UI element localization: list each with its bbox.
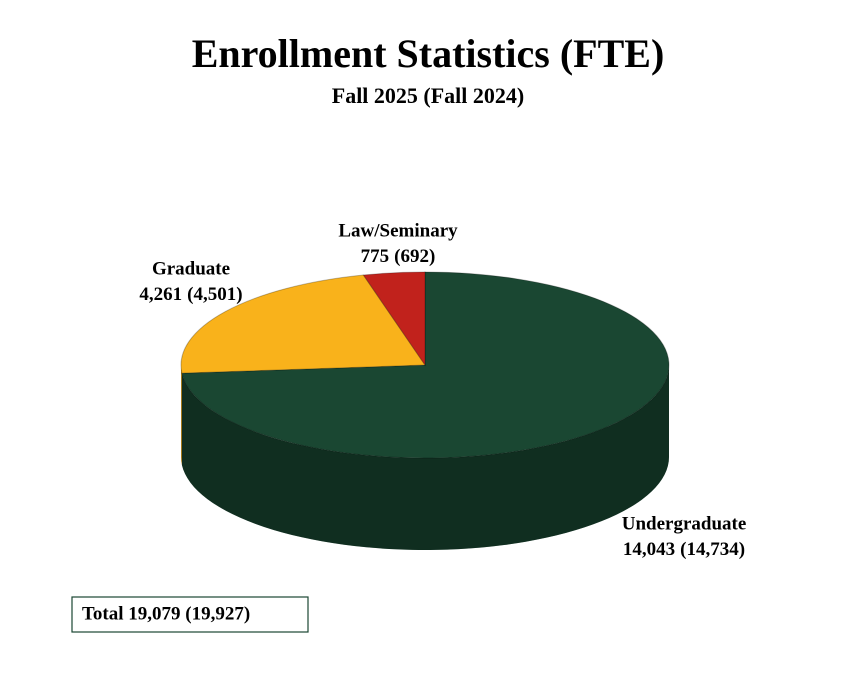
pie: Undergraduate 14,043 (14,734) Graduate 4,261… (139, 220, 746, 560)
slice (180, 274, 426, 374)
value-label: 775 (361, 246, 390, 267)
value-label: 14,043 (623, 539, 675, 560)
slice-side (181, 365, 669, 550)
slice-value-label: 4,261 (4,501) (139, 284, 242, 305)
chart-subtitle: Fall 2025 (Fall 2024) (332, 83, 524, 108)
slice-side-shade (181, 365, 669, 550)
slice-label: Undergraduate (622, 513, 747, 534)
slice (181, 271, 670, 459)
value-label: 4,261 (139, 284, 182, 305)
total-label: Total 19,079 (19,927) (82, 603, 250, 624)
slice-side (181, 365, 182, 466)
slice-value-label: 14,043 (14,734) (623, 539, 745, 560)
prior-label: (14,734) (680, 539, 745, 560)
slice-value-label: 775 (692) (361, 246, 436, 267)
total-box (71, 596, 309, 633)
slice-label: Graduate (152, 258, 230, 279)
slice-side-shade (181, 365, 182, 466)
slice-label: Law/Seminary (338, 220, 458, 241)
prior-label: (4,501) (187, 284, 242, 305)
chart-title: Enrollment Statistics (FTE) (192, 31, 665, 76)
slice (362, 271, 426, 367)
prior-label: (692) (394, 246, 435, 267)
